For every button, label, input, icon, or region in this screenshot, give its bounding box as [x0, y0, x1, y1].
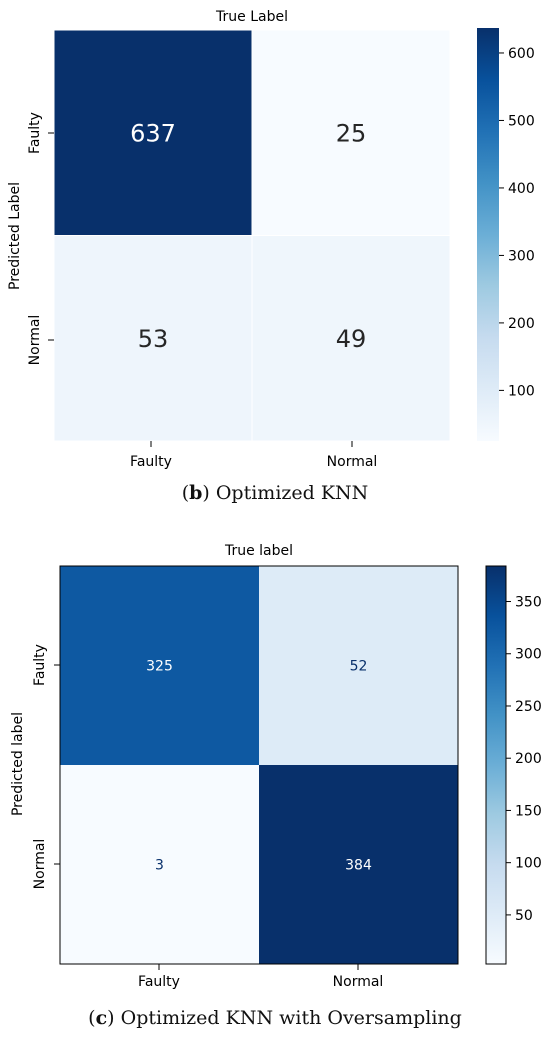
colorbar-tick-label-c-2: 150 [515, 803, 542, 819]
chart-b-xtick-label-faulty: Faulty [130, 454, 172, 470]
heatmap-cell-b-r1-c0 [53, 235, 253, 442]
chart-b-value-labels: 637 25 53 49 [130, 119, 366, 353]
chart-b-colorbar-ticks: 100 200 300 400 500 600 [499, 46, 535, 399]
cell-value-label-b-r1-c0: 53 [138, 325, 169, 353]
chart-c-value-labels: 325 52 3 384 [146, 659, 372, 874]
colorbar-tick-label-b-2: 300 [508, 248, 535, 264]
chart-b-y-ticks: Faulty Normal [27, 112, 54, 365]
colorbar-tick-label-b-4: 500 [508, 113, 535, 129]
heatmap-cell-b-r1-c1 [251, 235, 451, 442]
heatmap-cell-c-r0-c0 [60, 566, 259, 765]
chart-b-cells [53, 29, 451, 442]
chart-b-ytick-label-normal: Normal [27, 315, 43, 366]
cell-value-label-b-r1-c1: 49 [336, 325, 367, 353]
chart-b-colorbar: 100 200 300 400 500 600 [477, 28, 535, 441]
chart-c-frame [59, 565, 459, 965]
chart-c-x-ticks: Faulty Normal [138, 964, 383, 990]
chart-b-ylabel: Predicted Label [7, 182, 23, 290]
chart-b-x-ticks: Faulty Normal [130, 441, 377, 470]
chart-b-colorbar-gradient [477, 28, 499, 441]
caption-c: (c) Optimized KNN with Oversampling [88, 1007, 462, 1029]
chart-c-xtick-label-faulty: Faulty [138, 974, 180, 990]
heatmap-cell-c-r1-c0 [60, 765, 259, 964]
caption-b-label: b [189, 482, 203, 504]
chart-c-xtick-label-normal: Normal [333, 974, 384, 990]
chart-c-y-ticks: Faulty Normal [32, 644, 60, 889]
chart-c-colorbar-gradient [485, 565, 507, 965]
colorbar-tick-label-c-1: 100 [515, 856, 542, 872]
chart-c-colorbar: 50 100 150 200 250 300 350 [485, 565, 542, 965]
chart-c-ytick-label-normal: Normal [32, 839, 48, 890]
colorbar-tick-label-c-0: 50 [515, 908, 533, 924]
caption-c-label: c [95, 1007, 108, 1029]
cell-value-label-c-r0-c1: 52 [350, 659, 368, 675]
cell-value-label-c-r1-c1: 384 [345, 858, 372, 874]
cell-value-label-b-r0-c1: 25 [336, 119, 367, 147]
caption-b: (b) Optimized KNN [181, 482, 369, 504]
chart-c-colorbar-ticks: 50 100 150 200 250 300 350 [506, 595, 542, 924]
chart-b-ytick-label-faulty: Faulty [27, 112, 43, 154]
caption-c-text: Optimized KNN with Oversampling [120, 1007, 462, 1029]
heatmap-cell-c-r0-c1 [259, 566, 458, 765]
chart-b: True Label 637 25 53 49 Faulty Normal Predi… [7, 9, 535, 470]
colorbar-tick-label-b-1: 200 [508, 316, 535, 332]
heatmap-cell-c-r1-c1 [259, 765, 458, 964]
chart-c-ytick-label-faulty: Faulty [32, 644, 48, 686]
chart-c: True label 325 52 3 384 Faulty Normal Predi… [10, 543, 542, 990]
colorbar-tick-label-c-5: 300 [515, 647, 542, 663]
heatmap-cell-b-r0-c1 [251, 29, 451, 236]
colorbar-tick-label-b-0: 100 [508, 383, 535, 399]
chart-b-xtick-label-normal: Normal [327, 454, 378, 470]
colorbar-tick-label-c-3: 200 [515, 751, 542, 767]
chart-c-ylabel: Predicted label [10, 712, 26, 816]
cell-value-label-c-r0-c0: 325 [146, 659, 173, 675]
colorbar-tick-label-b-5: 600 [508, 46, 535, 62]
chart-c-title: True label [224, 543, 293, 559]
cell-value-label-c-r1-c0: 3 [155, 858, 164, 874]
heatmap-cell-b-r0-c0 [53, 29, 253, 236]
colorbar-tick-label-c-6: 350 [515, 595, 542, 611]
colorbar-tick-label-b-3: 400 [508, 181, 535, 197]
colorbar-tick-label-c-4: 250 [515, 699, 542, 715]
chart-b-title: True Label [215, 9, 288, 25]
cell-value-label-b-r0-c0: 637 [130, 119, 176, 147]
chart-c-cells [60, 566, 458, 964]
caption-b-text: Optimized KNN [215, 482, 369, 504]
